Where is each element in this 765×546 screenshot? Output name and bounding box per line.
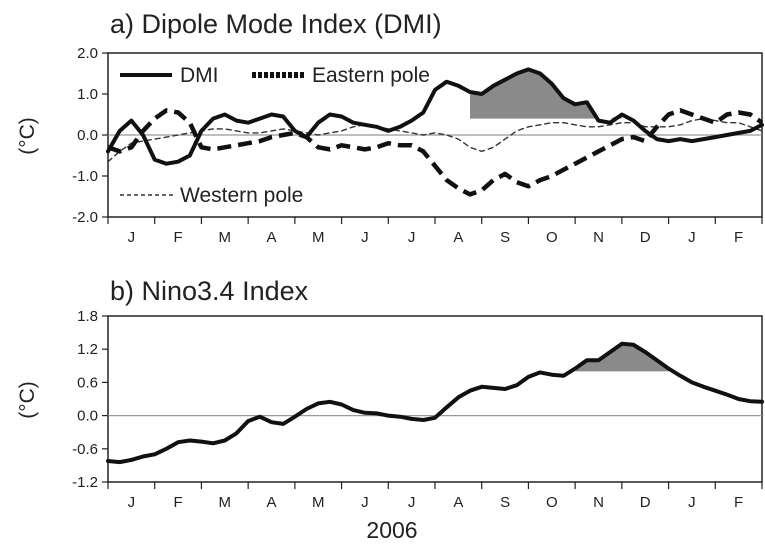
shaded-area <box>575 343 669 372</box>
x-tick-label: M <box>219 494 232 511</box>
x-tick-label: J <box>361 494 369 511</box>
x-tick-label: D <box>640 494 651 511</box>
x-tick-label: F <box>173 229 182 246</box>
x-tick-label: S <box>500 229 510 246</box>
panel-nino34: b) Nino3.4 Index (°C) -1.2 -0.6 0.0 0.6 1.2 1… <box>16 276 764 511</box>
series-line-eastern-pole <box>107 108 764 197</box>
x-tick-label: N <box>593 494 604 511</box>
y-tick-label: -1.2 <box>72 474 98 491</box>
x-tick-label: A <box>453 229 463 246</box>
y-tick-label: -2.0 <box>72 209 98 226</box>
x-tick-label: J <box>408 229 416 246</box>
y-tick-label: 0.0 <box>77 127 98 144</box>
y-tick-label: 0.6 <box>77 374 98 391</box>
legend-label-eastern: Eastern pole <box>312 64 430 87</box>
y-tick-label: -0.6 <box>72 441 98 458</box>
x-tick-label: A <box>453 494 463 511</box>
series-lines <box>106 341 764 465</box>
series-line-dmi <box>106 67 764 166</box>
legend-label-western: Western pole <box>180 184 303 207</box>
x-tick-label: J <box>128 494 136 511</box>
series-lines <box>106 67 764 197</box>
x-tick-label: J <box>688 494 696 511</box>
shaded-region <box>575 343 669 372</box>
y-axis: -1.2 -0.6 0.0 0.6 1.2 1.8 <box>72 308 108 491</box>
x-tick-label: N <box>593 229 604 246</box>
x-tick-label: J <box>361 229 369 246</box>
shaded-region <box>470 69 622 119</box>
series-line-western-pole <box>107 117 763 163</box>
x-tick-label: F <box>173 494 182 511</box>
x-tick-label: M <box>312 494 325 511</box>
y-axis-label: (°C) <box>16 381 39 419</box>
y-tick-label: -1.0 <box>72 168 98 185</box>
x-axis-year-label: 2006 <box>366 517 417 543</box>
x-tick-label: A <box>266 229 276 246</box>
x-tick-label: J <box>688 229 696 246</box>
legend: DMI Eastern pole Western pole <box>120 64 430 207</box>
shaded-area <box>470 69 622 119</box>
x-tick-label: J <box>408 494 416 511</box>
y-axis: -2.0 -1.0 0.0 1.0 2.0 <box>72 45 108 226</box>
y-tick-label: 1.0 <box>77 86 98 103</box>
series-line-nino34 <box>106 341 764 465</box>
y-tick-label: 1.2 <box>77 341 98 358</box>
x-tick-label: A <box>266 494 276 511</box>
y-tick-label: 0.0 <box>77 408 98 425</box>
x-tick-label: D <box>640 229 651 246</box>
x-tick-label: M <box>219 229 232 246</box>
x-tick-label: F <box>734 229 743 246</box>
axes-frame <box>107 315 763 483</box>
chart-title: a) Dipole Mode Index (DMI) <box>110 9 442 39</box>
x-tick-label: M <box>312 229 325 246</box>
x-tick-label: O <box>546 229 558 246</box>
x-tick-label: O <box>546 494 558 511</box>
x-tick-label: S <box>500 494 510 511</box>
y-tick-label: 2.0 <box>77 45 98 62</box>
x-tick-label: F <box>734 494 743 511</box>
y-axis-label: (°C) <box>16 117 39 155</box>
panel-dmi: a) Dipole Mode Index (DMI) (°C) -2.0 -1.0… <box>16 9 764 246</box>
x-tick-label: J <box>128 229 136 246</box>
plot-frame <box>107 315 763 483</box>
y-tick-label: 1.8 <box>77 308 98 325</box>
legend-label-dmi: DMI <box>180 64 219 87</box>
chart-title: b) Nino3.4 Index <box>110 276 309 306</box>
